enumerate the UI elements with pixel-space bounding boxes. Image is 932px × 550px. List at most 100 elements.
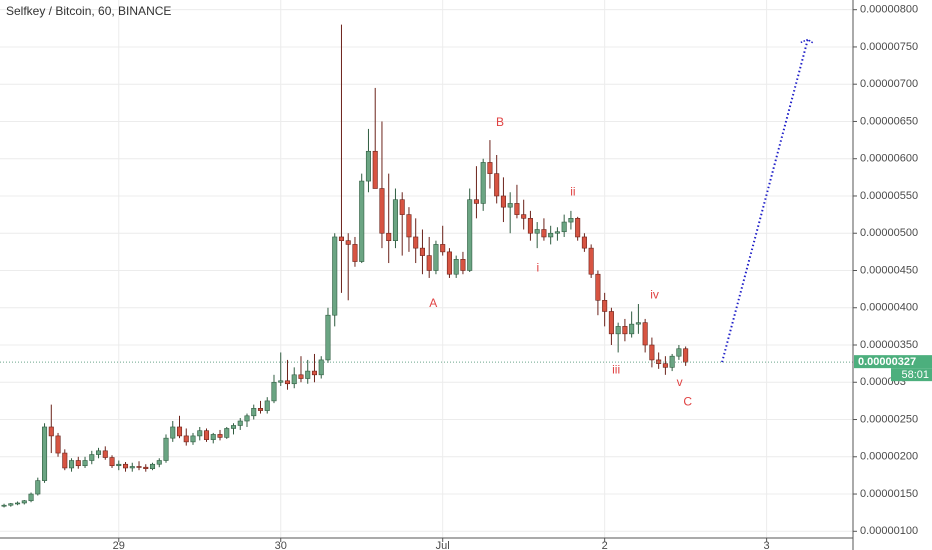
candle-body	[244, 415, 250, 422]
candle-body	[561, 221, 567, 233]
candle-body	[28, 493, 34, 502]
wave-label: ii	[570, 184, 575, 198]
candle-body	[548, 232, 554, 238]
candle-body	[318, 359, 324, 376]
candle-body	[224, 428, 230, 438]
candle-body	[500, 195, 506, 208]
candle-body	[419, 247, 425, 256]
candle-body	[122, 463, 129, 469]
candle-body	[62, 452, 68, 469]
candle-body	[311, 370, 318, 376]
wave-label: C	[683, 395, 692, 409]
y-tick-label: 0.00000100	[860, 525, 918, 537]
candle-body	[514, 203, 520, 215]
y-tick-label: 0.00000400	[860, 302, 918, 314]
candle-body	[426, 255, 432, 271]
y-tick-label: 0.00000550	[860, 190, 918, 202]
countdown-label: 58:01	[901, 369, 929, 381]
candle-body	[507, 203, 513, 208]
candle-body	[372, 150, 378, 189]
candle-body	[480, 162, 486, 204]
candle-body	[467, 199, 473, 271]
candle-body	[251, 408, 257, 417]
candle-body	[615, 326, 621, 335]
candle-body	[257, 408, 264, 411]
candle-body	[1, 504, 7, 507]
candle-body	[399, 199, 405, 215]
x-tick-label: 2	[602, 540, 608, 550]
candle-body	[176, 426, 183, 437]
candle-body	[662, 363, 668, 368]
candle-body	[42, 426, 48, 481]
candle-body	[683, 348, 689, 363]
candle-body	[338, 236, 344, 241]
candle-body	[386, 232, 392, 241]
candle-body	[635, 322, 641, 325]
wave-label: v	[677, 375, 683, 389]
candle-body	[102, 450, 108, 458]
candle-body	[55, 435, 61, 454]
candle-body	[352, 244, 358, 262]
projection-arrowhead	[800, 38, 815, 45]
candle-body	[473, 199, 479, 204]
candle-body	[541, 229, 547, 238]
candle-body	[129, 466, 135, 469]
candle-body	[264, 400, 270, 411]
candle-body	[359, 180, 365, 262]
wave-label: iv	[650, 287, 659, 301]
y-tick-label: 0.00000150	[860, 488, 918, 500]
x-tick-label: 29	[113, 540, 125, 550]
candle-body	[406, 214, 412, 238]
candle-body	[237, 420, 243, 426]
candle-body	[271, 381, 277, 402]
candle-body	[230, 425, 237, 429]
candle-body	[95, 450, 102, 455]
candle-body	[527, 218, 533, 234]
candle-body	[183, 435, 189, 443]
current-price-label: 0.00000327	[858, 356, 916, 368]
candle-body	[379, 188, 385, 234]
candle-body	[190, 435, 196, 443]
current-price-box	[854, 355, 932, 369]
y-tick-label: 0.00000700	[860, 78, 918, 90]
candle-body	[15, 502, 21, 505]
candle-body	[494, 173, 500, 197]
candle-body	[109, 457, 115, 467]
candle-body	[595, 273, 601, 301]
candle-body	[392, 199, 398, 241]
x-tick-label: Jul	[436, 540, 450, 550]
chart-title: Selfkey / Bitcoin, 60, BINANCE	[6, 4, 171, 18]
wave-label: iii	[612, 363, 620, 377]
candle-body	[298, 374, 304, 379]
candle-body	[278, 380, 284, 383]
candle-body	[575, 218, 581, 238]
candle-body	[521, 214, 527, 219]
candle-body	[197, 430, 203, 437]
candle-body	[89, 454, 95, 461]
candle-body	[136, 466, 142, 468]
candle-body	[8, 503, 14, 506]
wave-label: i	[537, 260, 540, 274]
wave-label: B	[496, 115, 504, 129]
candle-body	[203, 430, 210, 440]
candle-body	[156, 460, 162, 465]
candle-body	[554, 231, 560, 234]
candle-body	[143, 466, 149, 470]
candle-body	[149, 463, 156, 470]
y-tick-label: 0.00000650	[860, 115, 918, 127]
candle-body	[413, 236, 419, 249]
candle-body	[21, 500, 27, 504]
candle-body	[433, 244, 439, 271]
candle-body	[487, 162, 493, 174]
y-tick-label: 0.00000750	[860, 41, 918, 53]
candle-body	[534, 229, 540, 234]
candle-body	[284, 380, 291, 385]
candle-body	[568, 218, 574, 223]
candle-body	[163, 437, 169, 461]
candle-body	[345, 240, 351, 245]
candle-body	[622, 326, 628, 335]
candle-body	[75, 460, 81, 467]
candle-body	[170, 426, 176, 439]
candle-body	[291, 374, 297, 385]
